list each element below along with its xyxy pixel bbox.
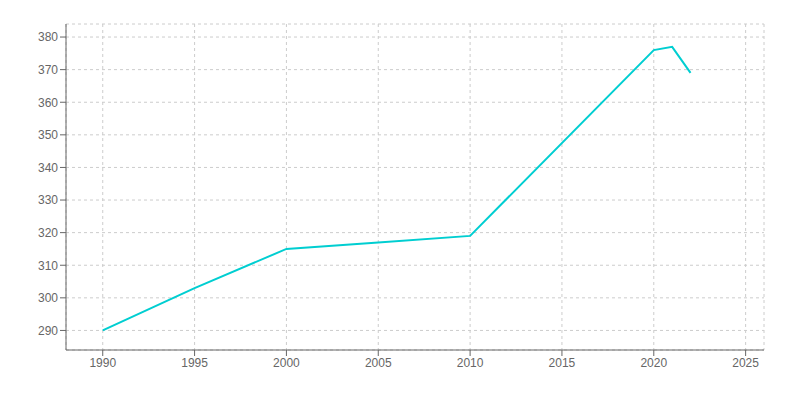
svg-text:2010: 2010: [457, 356, 484, 370]
svg-text:290: 290: [38, 324, 58, 338]
svg-text:1995: 1995: [181, 356, 208, 370]
svg-text:2000: 2000: [273, 356, 300, 370]
svg-text:300: 300: [38, 291, 58, 305]
svg-text:370: 370: [38, 63, 58, 77]
svg-text:2005: 2005: [365, 356, 392, 370]
svg-text:2015: 2015: [549, 356, 576, 370]
svg-text:310: 310: [38, 259, 58, 273]
svg-text:330: 330: [38, 193, 58, 207]
svg-text:2020: 2020: [640, 356, 667, 370]
svg-text:320: 320: [38, 226, 58, 240]
svg-text:2025: 2025: [732, 356, 759, 370]
svg-text:340: 340: [38, 161, 58, 175]
svg-text:380: 380: [38, 30, 58, 44]
svg-text:360: 360: [38, 96, 58, 110]
svg-text:350: 350: [38, 128, 58, 142]
svg-text:1990: 1990: [89, 356, 116, 370]
